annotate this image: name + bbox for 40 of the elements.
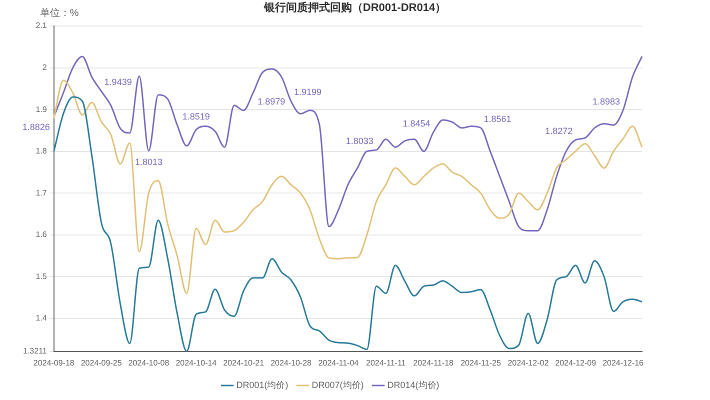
x-tick-label: 2024-10-28: [270, 358, 312, 368]
data-label: 1.8979: [258, 96, 286, 106]
data-label: 1.8033: [346, 136, 374, 146]
data-label: 1.9199: [294, 87, 322, 98]
line-series: [53, 80, 643, 294]
x-tick-label: 2024-12-02: [508, 358, 550, 368]
y-axis-title: 单位：%: [40, 7, 79, 19]
legend-label: DR014(均价): [387, 380, 440, 390]
y-tick-label: 1.6: [36, 230, 48, 240]
data-label: 1.9439: [104, 77, 132, 88]
data-label: 1.8454: [402, 118, 430, 128]
x-tick-label: 2024-12-16: [602, 358, 644, 368]
x-tick-label: 2024-11-04: [318, 358, 360, 368]
y-tick-label: 1.9: [36, 104, 48, 114]
x-tick-label: 2024-11-11: [366, 358, 406, 368]
x-tick-label: 2024-12-09: [555, 358, 597, 368]
x-tick-label: 2024-10-21: [223, 358, 265, 368]
x-tick-label: 2024-11-18: [413, 358, 454, 368]
x-tick-label: 2024-09-25: [80, 358, 122, 368]
chart-title: 银行间质押式回购（DR001-DR014）: [262, 1, 446, 14]
legend-label: DR007(均价): [312, 380, 364, 390]
data-label: 1.8561: [484, 114, 512, 124]
data-label: 1.8826: [22, 122, 50, 132]
data-label: 1.8519: [182, 112, 210, 122]
x-tick-label: 2024-10-14: [176, 358, 218, 368]
x-tick-label: 2024-09-18: [33, 358, 75, 368]
y-tick-label: 1.8: [36, 146, 48, 156]
y-tick-label: 1.5: [36, 272, 48, 281]
y-tick-label: 1.7: [36, 188, 48, 198]
data-label: 1.8272: [545, 126, 573, 136]
x-tick-label: 2024-11-25: [460, 358, 502, 368]
y-tick-label: 2.1: [36, 21, 48, 30]
line-series: [53, 56, 643, 232]
x-tick-label: 2024-10-08: [128, 358, 170, 368]
y-tick-label: 2: [42, 62, 48, 72]
legend-label: DR001(均价): [236, 380, 288, 390]
y-tick-label: 1.3211: [23, 346, 48, 356]
data-label: 1.8983: [592, 96, 620, 106]
y-tick-label: 1.4: [36, 314, 48, 323]
data-label: 1.8013: [134, 156, 162, 167]
